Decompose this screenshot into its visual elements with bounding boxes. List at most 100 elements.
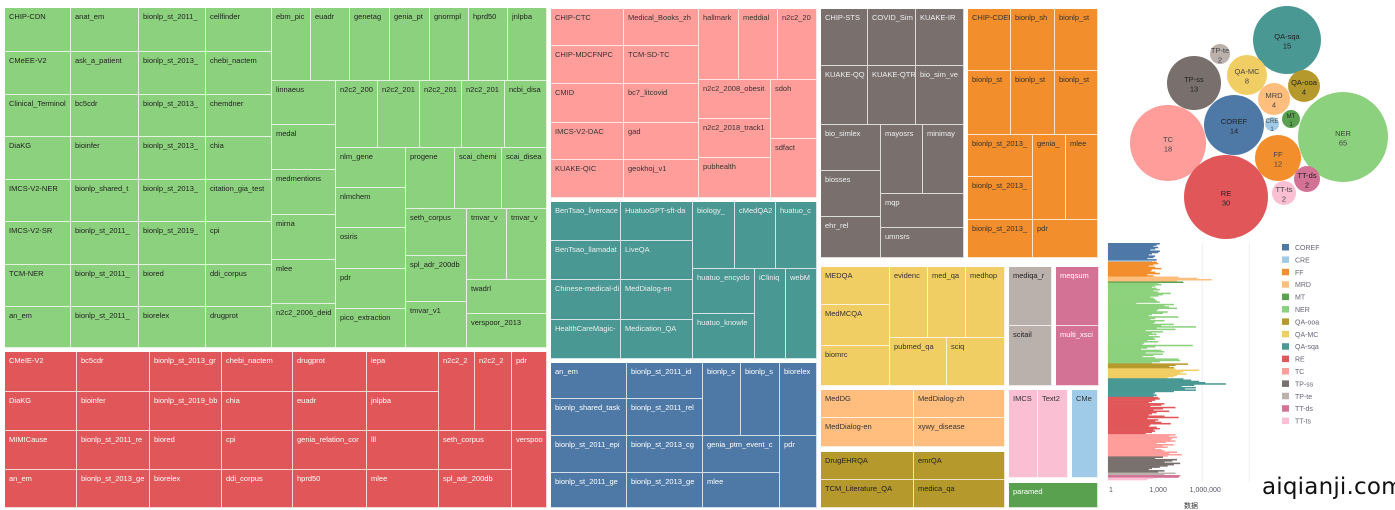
- treemap-cell[interactable]: KUAKE-QIC: [551, 160, 624, 198]
- treemap-cell[interactable]: DiaKG: [5, 392, 77, 431]
- treemap-cell[interactable]: ddi_corpus: [206, 265, 272, 307]
- treemap-cell[interactable]: huatuo_encyclo: [693, 269, 755, 314]
- treemap-cell[interactable]: bionlp_st_2013_ge: [77, 470, 150, 508]
- treemap-cell[interactable]: bionlp_st_2013_: [968, 135, 1033, 177]
- treemap-cell[interactable]: bionlp_st_2019_bb: [150, 392, 222, 431]
- treemap-cell[interactable]: biosses: [821, 171, 881, 217]
- treemap-cell[interactable]: LiveQA: [621, 241, 693, 280]
- treemap-cell[interactable]: bionlp_s: [741, 363, 780, 436]
- treemap-cell[interactable]: MedDialog-en: [621, 280, 693, 320]
- treemap-cell[interactable]: anat_em: [71, 8, 139, 52]
- treemap-cell[interactable]: ask_a_patient: [71, 52, 139, 95]
- treemap-cell[interactable]: genia_pt: [390, 8, 430, 81]
- treemap-cell[interactable]: bionlp_st_2011_ge: [551, 473, 627, 508]
- treemap-cell[interactable]: cMedQA2: [735, 202, 776, 269]
- treemap-cell[interactable]: verspoor_2013: [467, 314, 547, 348]
- treemap-cell[interactable]: n2c2_2006_deid: [272, 304, 336, 348]
- treemap-cell[interactable]: pubhealth: [699, 158, 771, 198]
- treemap-cell[interactable]: bionlp_st_2013_: [968, 177, 1033, 220]
- treemap-cell[interactable]: chebi_nactem: [222, 352, 293, 392]
- treemap-cell[interactable]: hallmark: [699, 9, 739, 80]
- treemap-cell[interactable]: BenTsao_llamadat: [551, 241, 621, 280]
- treemap-cell[interactable]: MedDialog-zh: [914, 390, 1005, 418]
- treemap-cell[interactable]: cpi: [222, 431, 293, 470]
- treemap-cell[interactable]: IMCS-V2-NER: [5, 180, 71, 222]
- treemap-cell[interactable]: bionlp_st_2011_: [71, 307, 139, 348]
- treemap-cell[interactable]: geokhoj_v1: [624, 160, 699, 198]
- treemap-cell[interactable]: linnaeus: [272, 81, 336, 125]
- treemap-cell[interactable]: bionlp_st: [1055, 9, 1098, 71]
- treemap-cell[interactable]: medica_qa: [914, 480, 1005, 508]
- treemap-cell[interactable]: bionlp_s: [703, 363, 741, 436]
- treemap-cell[interactable]: bionlp_st_2013_cg: [627, 436, 703, 473]
- treemap-cell[interactable]: bionlp_st_2011_epi: [551, 436, 627, 473]
- treemap-cell[interactable]: HealthCareMagic-: [551, 320, 621, 359]
- treemap-cell[interactable]: euadr: [293, 392, 367, 431]
- treemap-cell[interactable]: iepa: [367, 352, 439, 392]
- treemap-cell[interactable]: nlm_gene: [336, 148, 406, 188]
- treemap-cell[interactable]: TCM-NER: [5, 265, 71, 307]
- treemap-cell[interactable]: Text2: [1038, 390, 1068, 478]
- treemap-cell[interactable]: DrugEHRQA: [821, 452, 914, 480]
- treemap-cell[interactable]: seth_corpus: [439, 431, 512, 470]
- treemap-cell[interactable]: bionlp_st: [1055, 71, 1098, 135]
- treemap-cell[interactable]: multi_xsci: [1056, 326, 1099, 386]
- treemap-cell[interactable]: bionlp_st_2013_: [139, 137, 206, 180]
- treemap-cell[interactable]: pdr: [512, 352, 547, 431]
- treemap-cell[interactable]: verspoo: [512, 431, 547, 508]
- treemap-cell[interactable]: iCliniq: [755, 269, 786, 359]
- treemap-cell[interactable]: evidenc: [890, 267, 928, 338]
- treemap-cell[interactable]: pico_extraction: [336, 309, 406, 348]
- treemap-cell[interactable]: biomrc: [821, 346, 890, 386]
- treemap-cell[interactable]: osiris: [336, 228, 406, 269]
- treemap-cell[interactable]: bioinfer: [71, 137, 139, 180]
- treemap-cell[interactable]: bio_simlex: [821, 125, 881, 171]
- treemap-cell[interactable]: drugprot: [293, 352, 367, 392]
- treemap-cell[interactable]: MedMCQA: [821, 305, 890, 346]
- treemap-cell[interactable]: an_em: [551, 363, 627, 399]
- treemap-cell[interactable]: mediqa_r: [1009, 267, 1052, 326]
- treemap-cell[interactable]: gad: [624, 123, 699, 160]
- treemap-cell[interactable]: sdoh: [771, 80, 817, 139]
- treemap-cell[interactable]: CMID: [551, 84, 624, 123]
- treemap-cell[interactable]: sciq: [947, 338, 1005, 386]
- treemap-cell[interactable]: IMCS: [1009, 390, 1038, 478]
- treemap-cell[interactable]: euadr: [311, 8, 350, 81]
- treemap-cell[interactable]: mayosrs: [881, 125, 923, 194]
- treemap-cell[interactable]: DiaKG: [5, 137, 71, 180]
- treemap-cell[interactable]: pubmed_qa: [890, 338, 947, 386]
- treemap-cell[interactable]: CHIP-CDN: [5, 8, 71, 52]
- treemap-cell[interactable]: Clinical_Terminol: [5, 95, 71, 137]
- treemap-cell[interactable]: meddial: [739, 9, 778, 80]
- treemap-cell[interactable]: mqp: [881, 194, 964, 228]
- treemap-cell[interactable]: scai_chemi: [455, 148, 502, 209]
- treemap-cell[interactable]: progene: [406, 148, 455, 209]
- treemap-cell[interactable]: pdr: [336, 269, 406, 309]
- treemap-cell[interactable]: an_em: [5, 307, 71, 348]
- treemap-cell[interactable]: meqsum: [1056, 267, 1099, 326]
- treemap-cell[interactable]: spl_adr_200db: [439, 470, 512, 508]
- treemap-cell[interactable]: n2c2_2: [439, 352, 475, 431]
- treemap-cell[interactable]: citation_gia_test: [206, 180, 272, 222]
- treemap-cell[interactable]: bionlp_st_2011_re: [77, 431, 150, 470]
- treemap-cell[interactable]: bionlp_st_2013_: [968, 220, 1033, 258]
- treemap-cell[interactable]: bc5cdr: [77, 352, 150, 392]
- treemap-cell[interactable]: bionlp_st: [1011, 71, 1055, 135]
- treemap-cell[interactable]: MedDialog-en: [821, 418, 914, 447]
- treemap-cell[interactable]: jnlpba: [508, 8, 547, 81]
- treemap-cell[interactable]: seth_corpus: [406, 209, 467, 256]
- treemap-cell[interactable]: chia: [222, 392, 293, 431]
- treemap-cell[interactable]: genetag: [350, 8, 390, 81]
- treemap-cell[interactable]: tmvar_v: [507, 209, 547, 280]
- treemap-cell[interactable]: KUAKE-QQ: [821, 66, 868, 125]
- treemap-cell[interactable]: pdr: [780, 436, 817, 508]
- treemap-cell[interactable]: CMeEE-V2: [5, 52, 71, 95]
- treemap-cell[interactable]: webM: [786, 269, 817, 359]
- treemap-cell[interactable]: COVID_Sim: [868, 9, 916, 66]
- treemap-cell[interactable]: chebi_nactem: [206, 52, 272, 95]
- treemap-cell[interactable]: nlmchem: [336, 188, 406, 228]
- treemap-cell[interactable]: mlee: [1066, 135, 1098, 220]
- treemap-cell[interactable]: Medication_QA: [621, 320, 693, 359]
- treemap-cell[interactable]: bionlp_st_2019_: [139, 222, 206, 265]
- treemap-cell[interactable]: bionlp_st_2011_: [71, 222, 139, 265]
